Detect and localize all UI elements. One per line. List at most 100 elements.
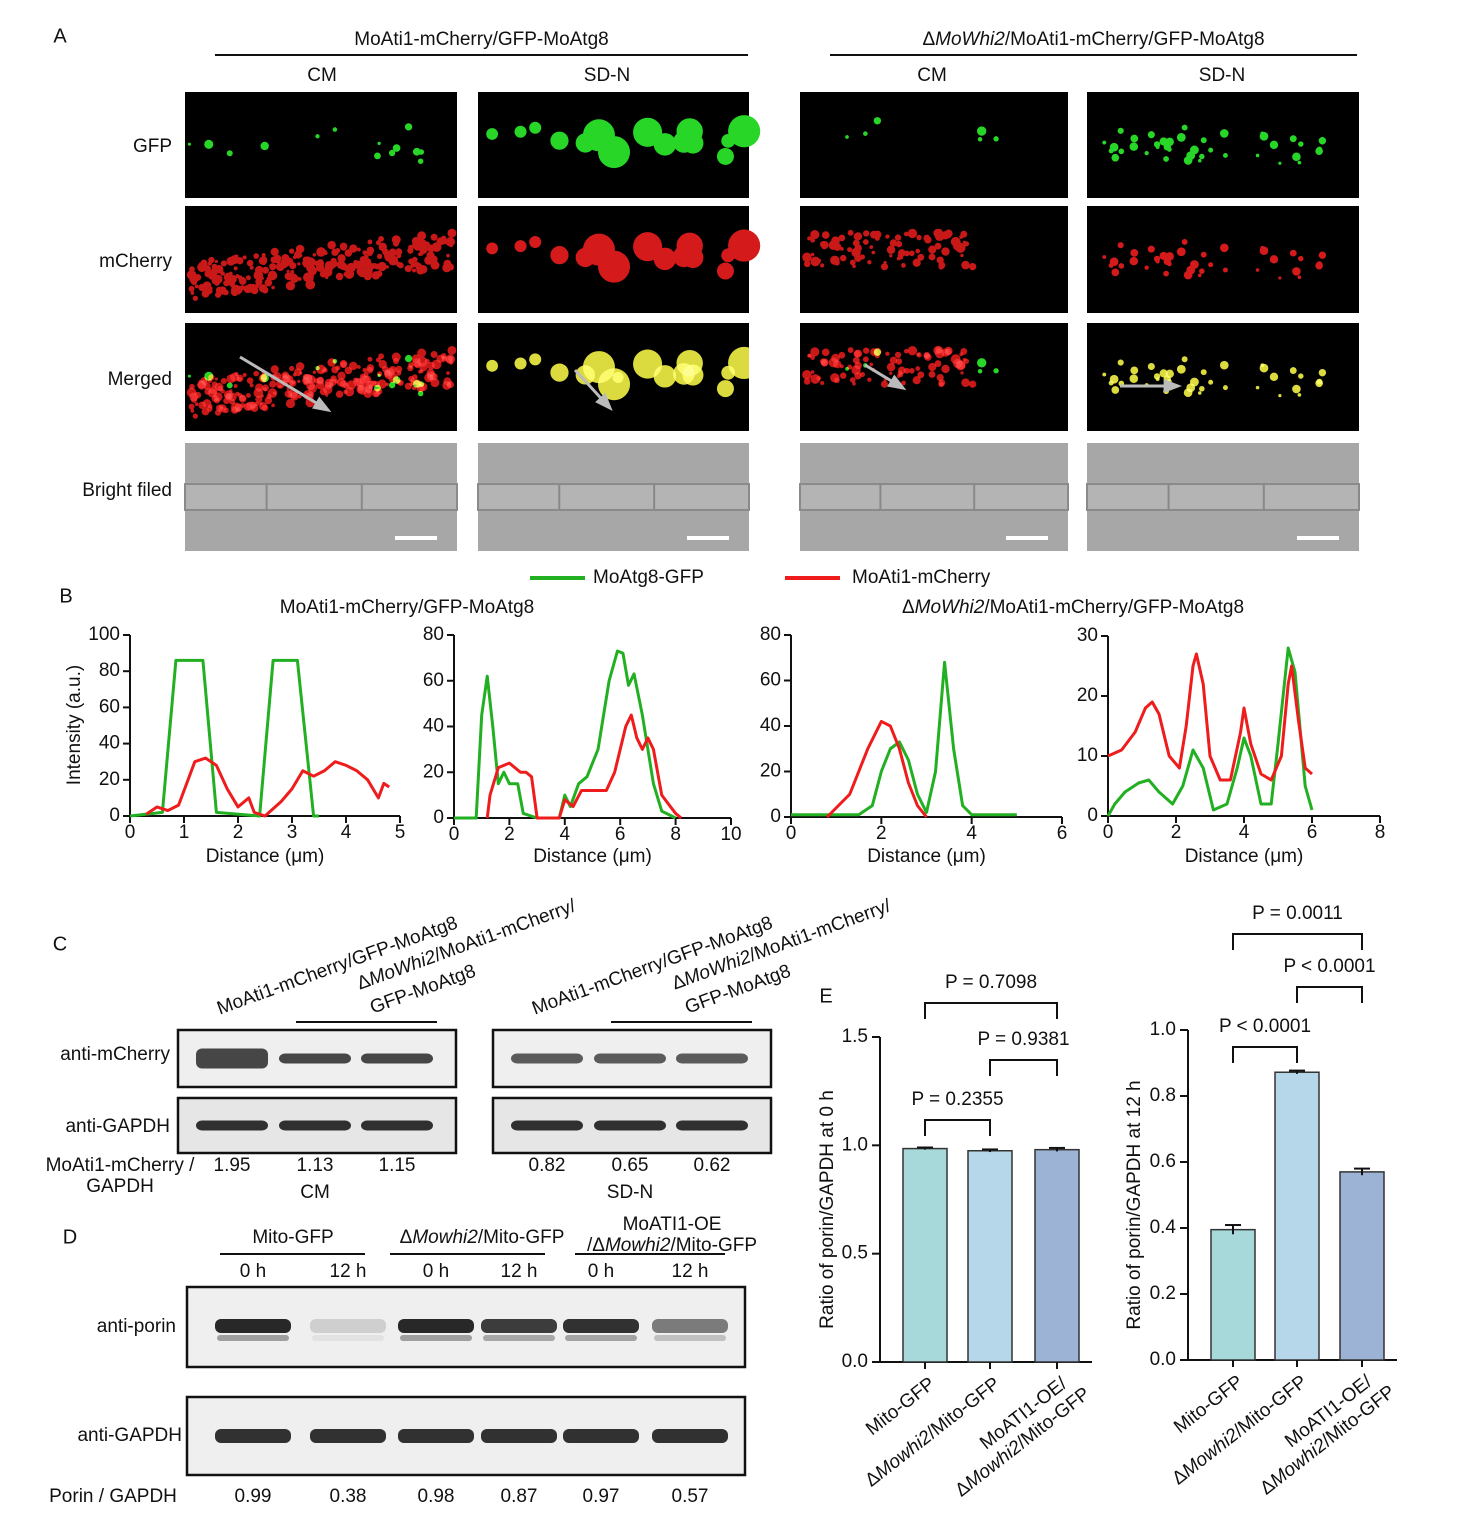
gfp-signal — [1219, 129, 1229, 138]
gfp-signal — [1298, 373, 1304, 379]
y-tick-label: 100 — [88, 624, 120, 645]
p-value: P = 0.0011 — [1252, 903, 1343, 924]
x-tick-label: 0 — [449, 824, 460, 845]
gfp-signal — [976, 126, 987, 136]
hypha — [184, 483, 458, 511]
mcherry-signal — [889, 356, 898, 364]
gfp-signal — [529, 121, 542, 134]
text-part: /Mito-GFP — [670, 1235, 757, 1256]
y-tick-label: 40 — [760, 715, 781, 736]
mcherry-signal — [810, 238, 815, 243]
mcherry-signal — [885, 234, 890, 239]
mcherry-signal — [924, 236, 932, 244]
mcherry-signal — [582, 233, 615, 266]
mcherry-signal — [396, 253, 402, 259]
mcherry-signal — [1316, 261, 1323, 268]
bar — [902, 1147, 948, 1363]
arrow-head — [312, 396, 332, 413]
mcherry-signal — [852, 381, 856, 386]
mcherry-signal — [807, 353, 812, 358]
group-title: ΔMoWhi2/MoAti1-mCherry/GFP-MoAtg8 — [922, 29, 1264, 50]
mcherry-signal — [255, 265, 264, 275]
band — [215, 1319, 291, 1333]
gfp-signal — [1318, 137, 1327, 145]
mcherry-signal — [395, 365, 403, 373]
mcherry-signal — [306, 375, 316, 384]
y-axis-label: Intensity (a.u.) — [64, 665, 85, 785]
mcherry-signal — [246, 377, 254, 384]
micrograph — [800, 206, 1068, 313]
mcherry-signal — [373, 263, 377, 267]
y-tick-label: 1.0 — [842, 1134, 868, 1155]
mcherry-signal — [240, 285, 246, 291]
mcherry-signal — [319, 270, 327, 278]
mcherry-signal — [357, 384, 368, 395]
mcherry-signal — [486, 242, 499, 255]
band — [594, 1053, 666, 1064]
y-tick-label: 1.5 — [842, 1026, 868, 1047]
mcherry-signal — [1292, 267, 1301, 276]
mcherry-signal — [366, 364, 375, 372]
mcherry-signal — [344, 249, 353, 257]
mcherry-signal — [1163, 270, 1169, 277]
y-tick-label: 0.0 — [842, 1351, 868, 1372]
condition-label: CM — [307, 65, 337, 86]
gfp-signal — [976, 358, 987, 368]
group-label: /ΔMowhi2/Mito-GFP — [587, 1235, 757, 1256]
y-tick-label: 1.0 — [1150, 1019, 1176, 1040]
x-tick-label: 2 — [504, 824, 515, 845]
profile-line — [1106, 646, 1314, 817]
row-label: GFP — [133, 136, 172, 157]
mcherry-signal — [233, 384, 238, 388]
mcherry-signal — [446, 371, 450, 375]
mcherry-signal — [408, 258, 415, 265]
mcherry-signal — [359, 257, 370, 268]
gfp-signal — [993, 368, 999, 374]
mcherry-signal — [373, 380, 377, 385]
mcherry-signal — [237, 275, 243, 281]
mcherry-signal — [871, 250, 876, 255]
mcherry-signal — [346, 380, 356, 390]
x-tick-label: 4 — [560, 824, 571, 845]
mcherry-signal — [197, 263, 207, 273]
gfp-signal — [226, 382, 233, 389]
mcherry-signal — [404, 265, 412, 273]
mcherry-signal — [404, 382, 412, 390]
ratio-value: 0.57 — [672, 1486, 709, 1507]
band — [652, 1429, 728, 1443]
mcherry-signal — [316, 247, 326, 257]
mcherry-signal — [912, 376, 921, 385]
y-axis-label: Ratio of porin/GAPDH at 0 h — [817, 1090, 838, 1329]
y-tick-label: 0 — [1087, 805, 1098, 826]
mcherry-signal — [441, 355, 447, 360]
panel-label: D — [63, 1226, 77, 1248]
group-label: ΔMowhi2/Mito-GFP — [400, 1227, 565, 1248]
y-tick-label: 30 — [1077, 625, 1098, 646]
mcherry-signal — [337, 254, 346, 263]
gfp-signal — [1200, 137, 1207, 144]
mcherry-signal — [264, 396, 273, 405]
mcherry-signal — [297, 262, 301, 266]
ratio-value: 0.57 — [672, 1486, 709, 1507]
legend-label: MoAtg8-GFP — [593, 567, 704, 588]
mcherry-signal — [1159, 251, 1168, 260]
ratio-value: 0.62 — [694, 1155, 731, 1176]
p-value: P < 0.0001 — [1219, 1016, 1311, 1037]
panel-label: A — [53, 25, 67, 47]
profile-line — [1107, 652, 1313, 782]
mcherry-signal — [934, 360, 942, 367]
mcherry-signal — [339, 262, 348, 271]
x-axis-label: Distance (μm) — [867, 846, 986, 867]
mcherry-signal — [378, 236, 385, 242]
ratio-value: 0.99 — [235, 1486, 272, 1507]
mcherry-signal — [259, 284, 263, 288]
mcherry-signal — [255, 383, 264, 392]
gfp-signal — [845, 366, 849, 371]
mcherry-signal — [324, 381, 332, 390]
y-axis-label: Ratio of porin/GAPDH at 12 h — [1124, 1080, 1145, 1329]
condition-label: SD-N — [584, 65, 630, 86]
text-part: /MoAti1-mCherry/GFP-MoAtg8 — [1005, 29, 1265, 50]
mcherry-signal — [408, 375, 415, 382]
panel-label: D — [63, 1226, 77, 1248]
gfp-signal — [1222, 152, 1228, 158]
